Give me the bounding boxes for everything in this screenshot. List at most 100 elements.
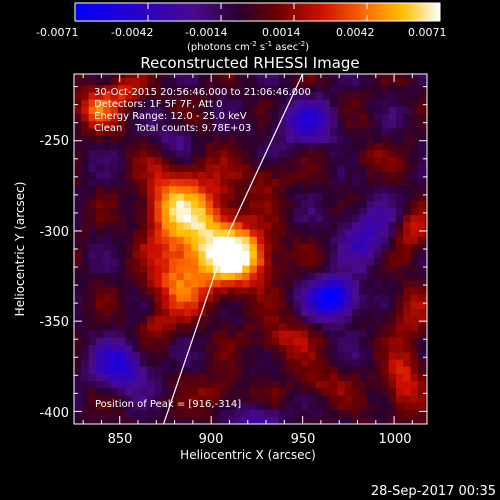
- heatmap-cell: [403, 171, 411, 180]
- heatmap-cell: [278, 178, 287, 187]
- heatmap-cell: [315, 84, 324, 93]
- heatmap-cell: [213, 200, 221, 208]
- heatmap-cell: [110, 373, 119, 382]
- heatmap-cell: [322, 156, 331, 165]
- heatmap-cell: [88, 250, 97, 259]
- x-axis-label: Heliocentric X (arcsec): [180, 448, 316, 462]
- heatmap-cell: [417, 214, 426, 223]
- heatmap-cell: [330, 395, 338, 403]
- heatmap-cell: [249, 366, 258, 374]
- heatmap-cell: [242, 171, 250, 180]
- heatmap-cell: [161, 74, 170, 79]
- heatmap-cell: [403, 387, 411, 396]
- heatmap-cell: [359, 330, 368, 338]
- heatmap-cell: [125, 351, 133, 360]
- heatmap-cell: [95, 258, 104, 266]
- heatmap-cell: [425, 380, 427, 389]
- heatmap-cell: [242, 74, 250, 79]
- heatmap-cell: [425, 265, 427, 273]
- heatmap-cell: [330, 128, 338, 136]
- heatmap-cell: [139, 373, 148, 382]
- heatmap-cell: [337, 92, 346, 100]
- heatmap-cell: [81, 301, 90, 309]
- heatmap-cell: [95, 409, 104, 418]
- heatmap-cell: [117, 221, 126, 230]
- heatmap-cell: [308, 409, 316, 418]
- heatmap-cell: [300, 77, 309, 86]
- heatmap-cell: [337, 193, 346, 201]
- heatmap-cell: [191, 106, 199, 115]
- heatmap-cell: [154, 409, 163, 418]
- heatmap-cell: [403, 351, 411, 360]
- heatmap-cell: [147, 402, 155, 410]
- heatmap-cell: [366, 337, 375, 346]
- heatmap-cell: [213, 286, 221, 295]
- heatmap-cell: [205, 395, 214, 403]
- heatmap-cell: [227, 156, 236, 165]
- heatmap-cell: [366, 359, 375, 367]
- heatmap-cell: [154, 236, 163, 244]
- heatmap-cell: [198, 106, 207, 115]
- heatmap-cell: [117, 308, 126, 317]
- heatmap-cell: [169, 106, 177, 115]
- heatmap-cell: [117, 156, 126, 165]
- heatmap-cell: [403, 135, 411, 143]
- heatmap-cell: [330, 409, 338, 418]
- heatmap-cell: [425, 366, 427, 374]
- heatmap-cell: [74, 265, 82, 273]
- heatmap-cell: [395, 322, 404, 331]
- heatmap-cell: [103, 294, 111, 302]
- heatmap-cell: [410, 74, 419, 79]
- heatmap-cell: [395, 185, 404, 194]
- heatmap-cell: [286, 99, 294, 107]
- heatmap-cell: [249, 214, 258, 223]
- heatmap-cell: [271, 149, 280, 158]
- heatmap-cell: [366, 229, 375, 237]
- heatmap-cell: [117, 380, 126, 389]
- heatmap-cell: [81, 373, 90, 382]
- heatmap-cell: [95, 178, 104, 187]
- heatmap-cell: [132, 409, 141, 418]
- heatmap-cell: [139, 387, 148, 396]
- heatmap-cell: [88, 214, 97, 223]
- heatmap-cell: [117, 99, 126, 107]
- heatmap-cell: [293, 229, 302, 237]
- heatmap-cell: [337, 366, 346, 374]
- heatmap-cell: [220, 366, 229, 374]
- heatmap-cell: [410, 301, 419, 309]
- heatmap-cell: [198, 92, 207, 100]
- heatmap-cell: [249, 344, 258, 353]
- heatmap-cell: [315, 250, 324, 259]
- heatmap-cell: [161, 265, 170, 273]
- heatmap-cell: [249, 373, 258, 382]
- heatmap-cell: [256, 265, 265, 273]
- x-tick-label: 900: [199, 432, 224, 447]
- heatmap-cell: [234, 113, 243, 122]
- heatmap-cell: [271, 135, 280, 143]
- heatmap-cell: [330, 229, 338, 237]
- heatmap-cell: [191, 279, 199, 288]
- heatmap-cell: [249, 128, 258, 136]
- heatmap-cell: [154, 113, 163, 122]
- heatmap-cell: [220, 128, 229, 136]
- heatmap-cell: [176, 200, 185, 208]
- heatmap-cell: [300, 286, 309, 295]
- heatmap-cell: [352, 380, 360, 389]
- heatmap-cell: [220, 149, 229, 158]
- heatmap-cell: [395, 308, 404, 317]
- heatmap-cell: [388, 92, 397, 100]
- heatmap-cell: [337, 322, 346, 331]
- heatmap-cell: [81, 193, 90, 201]
- heatmap-cell: [425, 99, 427, 107]
- heatmap-cell: [286, 200, 294, 208]
- heatmap-cell: [161, 149, 170, 158]
- heatmap-cell: [183, 178, 192, 187]
- heatmap-cell: [147, 250, 155, 259]
- heatmap-cell: [198, 193, 207, 201]
- heatmap-cell: [110, 409, 119, 418]
- heatmap-cell: [322, 366, 331, 374]
- heatmap-cell: [132, 243, 141, 252]
- heatmap-cell: [249, 330, 258, 338]
- heatmap-cell: [205, 301, 214, 309]
- heatmap-cell: [417, 330, 426, 338]
